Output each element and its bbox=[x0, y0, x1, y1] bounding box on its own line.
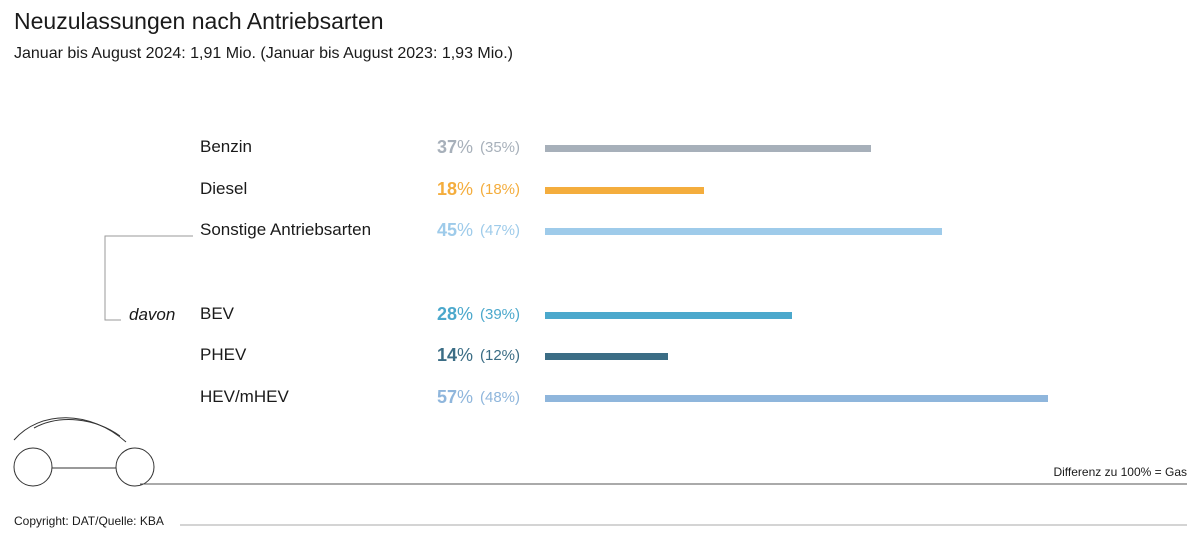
bar-prev-value: (12%) bbox=[480, 347, 521, 364]
bar-row: Diesel 18% (18%) bbox=[0, 177, 1200, 201]
bar-prev-value: (47%) bbox=[480, 222, 521, 239]
bar-value-percent: % bbox=[456, 304, 473, 324]
bar-value: 57% bbox=[437, 385, 473, 409]
bar-prev-value: (48%) bbox=[480, 389, 521, 406]
bar-phev bbox=[545, 353, 668, 360]
bar-prev-value: (35%) bbox=[480, 139, 521, 156]
bar-row: BEV 28% (39%) bbox=[0, 302, 1200, 326]
bar-label: Diesel bbox=[200, 179, 248, 198]
bar-value-percent: % bbox=[456, 137, 473, 157]
bar-sonstige-antriebsarten bbox=[545, 228, 942, 235]
bar-label: Benzin bbox=[200, 137, 252, 156]
bar-value: 37% bbox=[437, 135, 473, 159]
bar-value: 14% bbox=[437, 343, 473, 367]
footnote: Differenz zu 100% = Gas bbox=[1053, 465, 1187, 479]
bar-row: Benzin 37% (35%) bbox=[0, 135, 1200, 159]
bar-bev bbox=[545, 312, 792, 319]
bar-value-number: 45 bbox=[436, 220, 457, 240]
bar-label: Sonstige Antriebsarten bbox=[200, 220, 372, 239]
chart-title: Neuzulassungen nach Antriebsarten bbox=[14, 8, 384, 34]
bar-value-number: 28 bbox=[436, 304, 457, 324]
bar-value-number: 37 bbox=[436, 137, 457, 157]
bar-value-percent: % bbox=[456, 220, 473, 240]
car-icon bbox=[13, 417, 155, 487]
bar-hev-mhev bbox=[545, 395, 1048, 402]
bar-value: 18% bbox=[437, 177, 473, 201]
bar-prev-value: (39%) bbox=[480, 306, 521, 323]
bar-row: HEV/mHEV 57% (48%) bbox=[0, 385, 1200, 409]
davon-bracket bbox=[104, 235, 193, 321]
bar-row: Sonstige Antriebsarten 45% (47%) bbox=[0, 218, 1200, 242]
bar-label: BEV bbox=[200, 304, 235, 323]
bar-value-percent: % bbox=[456, 345, 473, 365]
bar-prev-value: (18%) bbox=[480, 181, 521, 198]
bar-value: 45% bbox=[437, 218, 473, 242]
chart-subtitle: Januar bis August 2024: 1,91 Mio. (Janua… bbox=[14, 45, 513, 62]
bar-benzin bbox=[545, 145, 871, 152]
bar-value-number: 14 bbox=[436, 345, 457, 365]
bar-row: PHEV 14% (12%) bbox=[0, 343, 1200, 367]
bar-diesel bbox=[545, 187, 704, 194]
bar-value: 28% bbox=[437, 302, 473, 326]
copyright: Copyright: DAT/Quelle: KBA bbox=[14, 514, 164, 528]
davon-label: davon bbox=[129, 305, 176, 324]
bar-value-percent: % bbox=[456, 179, 473, 199]
bar-label: HEV/mHEV bbox=[200, 387, 289, 406]
bar-label: PHEV bbox=[200, 345, 247, 364]
bar-value-number: 18 bbox=[436, 179, 457, 199]
bar-value-percent: % bbox=[456, 387, 473, 407]
bar-value-number: 57 bbox=[436, 387, 457, 407]
